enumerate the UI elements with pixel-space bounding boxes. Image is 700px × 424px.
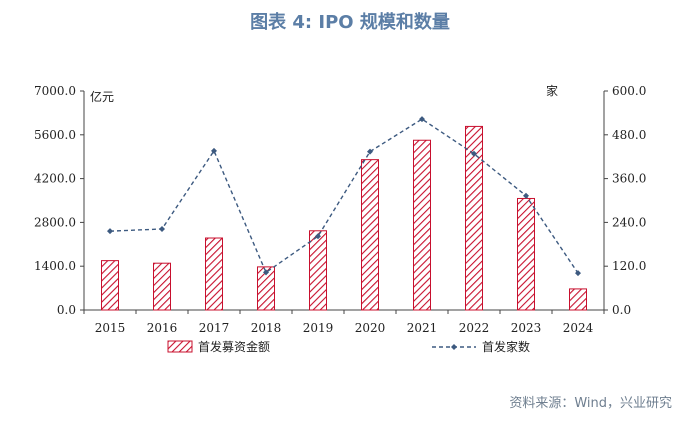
bar-2018 — [257, 266, 275, 311]
left-tick-label: 7000.0 — [34, 84, 76, 98]
line-point-2022 — [471, 150, 477, 157]
x-tick-label: 2021 — [407, 321, 438, 335]
left-tick-label: 4200.0 — [34, 172, 76, 186]
bar-2020 — [361, 159, 379, 311]
line-point-2021 — [419, 116, 425, 123]
bar-2023 — [517, 197, 535, 311]
right-tick-label: 0.0 — [612, 303, 631, 317]
x-tick-label: 2023 — [511, 321, 542, 335]
right-tick-label: 240.0 — [612, 215, 646, 229]
right-tick-label: 480.0 — [612, 128, 646, 142]
x-tick-label: 2019 — [303, 321, 334, 335]
x-tick-label: 2020 — [355, 321, 386, 335]
bar-2024 — [569, 288, 587, 311]
x-tick-label: 2018 — [251, 321, 282, 335]
line-point-2016 — [159, 225, 165, 232]
x-tick-label: 2015 — [95, 321, 126, 335]
legend-bar-swatch — [167, 340, 193, 353]
bar-2015 — [101, 260, 119, 311]
left-tick-label: 0.0 — [57, 303, 76, 317]
bar-2019 — [309, 230, 327, 311]
right-tick-label: 120.0 — [612, 259, 646, 273]
line-point-2015 — [107, 228, 113, 235]
bar-2022 — [465, 125, 483, 311]
bar-2021 — [413, 139, 431, 311]
line-point-2018 — [263, 269, 269, 276]
right-tick-label: 360.0 — [612, 172, 646, 186]
right-tick-label: 600.0 — [612, 84, 646, 98]
chart-title: 图表 4: IPO 规模和数量 — [250, 12, 450, 33]
line-point-2017 — [211, 147, 217, 154]
bar-2016 — [153, 262, 171, 311]
x-tick-label: 2016 — [147, 321, 178, 335]
line-series-path — [109, 118, 579, 274]
x-tick-label: 2024 — [563, 321, 594, 335]
line-point-2023 — [523, 192, 529, 199]
legend-line-marker — [451, 344, 457, 350]
left-axis-unit: 亿元 — [90, 89, 114, 104]
x-tick-label: 2017 — [199, 321, 230, 335]
line-point-2024 — [575, 270, 581, 277]
left-tick-label: 2800.0 — [34, 215, 76, 229]
legend-bar-label: 首发募资金额 — [198, 339, 270, 354]
legend-line-label: 首发家数 — [482, 339, 530, 354]
line-point-2019 — [315, 233, 321, 240]
bar-2017 — [205, 237, 223, 311]
right-axis-unit: 家 — [546, 83, 558, 98]
left-tick-label: 5600.0 — [34, 128, 76, 142]
left-tick-label: 1400.0 — [34, 259, 76, 273]
source-note: 资料来源：Wind，兴业研究 — [509, 396, 672, 411]
x-tick-label: 2022 — [459, 321, 490, 335]
line-point-2020 — [367, 148, 373, 155]
